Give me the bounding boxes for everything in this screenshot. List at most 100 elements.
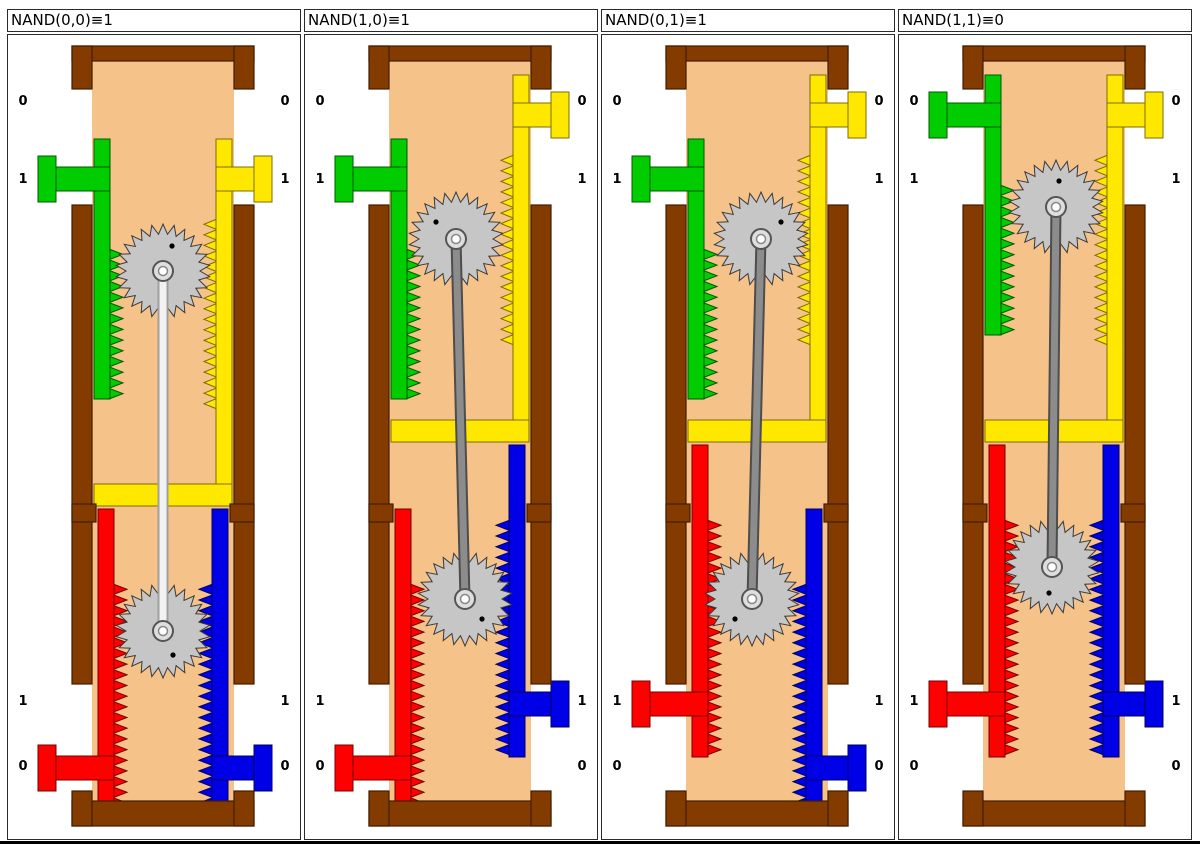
frame-left-wall-top	[962, 45, 984, 90]
position-label-right-top-1: 1	[577, 172, 586, 187]
mechanism-diagram: 0 1 1 0 0 1 1 0	[7, 34, 301, 840]
frame-right-stub	[526, 503, 552, 523]
position-label-left-bottom-0: 0	[909, 759, 918, 774]
green-handle-cap	[334, 155, 354, 203]
frame-left-wall-mid	[368, 204, 390, 685]
frame	[962, 45, 1146, 827]
position-label-left-bottom-0: 0	[612, 759, 621, 774]
position-label-right-top-1: 1	[280, 172, 289, 187]
blue-rack-teeth	[1088, 519, 1106, 756]
green-handle-cap	[37, 155, 57, 203]
mechanism-svg: 0 1 1 0 0 1 1 0	[909, 45, 1181, 827]
green-handle-cap	[928, 91, 948, 139]
green-rack-bar	[984, 74, 1002, 336]
frame-right-wall-top	[827, 45, 849, 90]
top-gear-axle	[755, 233, 767, 245]
frame-right-wall-mid	[233, 204, 255, 685]
frame-top-bar	[665, 45, 849, 62]
green-rack	[334, 138, 422, 400]
frame-left-wall-mid	[71, 204, 93, 685]
position-label-right-bottom-0: 0	[577, 759, 586, 774]
frame-left-wall-top	[665, 45, 687, 90]
position-label-right-top-1: 1	[1171, 172, 1180, 187]
position-label-right-top-1: 1	[874, 172, 883, 187]
top-gear-axle	[157, 265, 169, 277]
green-rack-teeth	[404, 248, 422, 400]
bottom-gear-marker-dot	[170, 652, 176, 658]
yellow-rack-teeth	[796, 154, 813, 346]
position-label-left-top-0: 0	[612, 94, 621, 109]
frame-right-wall-mid	[530, 204, 552, 685]
frame-top-bar	[368, 45, 552, 62]
position-label-left-bottom-0: 0	[315, 759, 324, 774]
frame-left-wall-mid	[962, 204, 984, 685]
bottom-gear-axle	[459, 593, 471, 605]
position-label-right-top-0: 0	[1171, 94, 1180, 109]
position-label-left-bottom-1: 1	[909, 694, 918, 709]
yellow-handle-cap	[1144, 91, 1164, 139]
mechanism-svg: 0 1 1 0 0 1 1 0	[612, 45, 884, 827]
nand-panel-2: NAND(1,0)≡1 0 1 1 0 0 1 1 0	[304, 9, 598, 840]
top-gear-marker-dot	[1056, 178, 1062, 184]
yellow-rack-bar	[809, 74, 827, 443]
panel-title: NAND(1,1)≡0	[898, 9, 1192, 32]
red-handle-cap	[631, 680, 651, 728]
position-label-right-bottom-0: 0	[874, 759, 883, 774]
position-label-right-bottom-1: 1	[874, 694, 883, 709]
red-rack-bar	[988, 444, 1006, 758]
frame-left-wall-top	[71, 45, 93, 90]
mechanism-svg: 0 1 1 0 0 1 1 0	[315, 45, 587, 827]
yellow-rack	[390, 74, 570, 443]
blue-rack	[791, 508, 867, 822]
frame-bottom-bar	[665, 800, 849, 827]
panel-title: NAND(1,0)≡1	[304, 9, 598, 32]
gear-link	[1048, 203, 1060, 571]
position-label-left-top-1: 1	[909, 172, 918, 187]
frame	[665, 45, 849, 827]
mechanism-diagram: 0 1 1 0 0 1 1 0	[601, 34, 895, 840]
frame-left-wall-bottom	[71, 790, 93, 827]
position-label-right-top-0: 0	[577, 94, 586, 109]
position-label-left-top-1: 1	[315, 172, 324, 187]
frame-right-stub	[229, 503, 255, 523]
bottom-gear-marker-dot	[1046, 590, 1052, 596]
frame-left-wall-mid	[665, 204, 687, 685]
position-label-right-top-0: 0	[874, 94, 883, 109]
frame	[71, 45, 255, 827]
green-rack-bar	[390, 138, 408, 400]
bottom-gear-axle	[157, 625, 169, 637]
nand-panel-4: NAND(1,1)≡0 0 1 1 0 0 1 1 0	[898, 9, 1192, 840]
frame-top-bar	[962, 45, 1146, 62]
blue-handle-cap	[847, 744, 867, 792]
mechanism-svg: 0 1 1 0 0 1 1 0	[18, 45, 290, 827]
bottom-gear-marker-dot	[479, 616, 485, 622]
green-rack	[37, 138, 125, 400]
position-label-right-top-0: 0	[280, 94, 289, 109]
nand-panel-3: NAND(0,1)≡1 0 1 1 0 0 1 1 0	[601, 9, 895, 840]
position-label-left-top-0: 0	[18, 94, 27, 109]
yellow-handle-cap	[847, 91, 867, 139]
panel-title: NAND(0,1)≡1	[601, 9, 895, 32]
position-label-right-bottom-0: 0	[280, 759, 289, 774]
frame-right-wall-bottom	[827, 790, 849, 827]
frame-right-wall-top	[1124, 45, 1146, 90]
green-rack-bar	[687, 138, 705, 400]
position-label-right-bottom-0: 0	[1171, 759, 1180, 774]
blue-rack-bar	[508, 444, 526, 758]
frame-left-stub	[71, 503, 97, 523]
red-handle-cap	[37, 744, 57, 792]
position-label-left-top-1: 1	[612, 172, 621, 187]
position-label-right-bottom-1: 1	[577, 694, 586, 709]
blue-rack-teeth	[791, 583, 809, 820]
nand-panel-1: NAND(0,0)≡1 0 1 1 0 0 1 1 0	[7, 9, 301, 840]
frame-left-stub	[962, 503, 988, 523]
frame-right-wall-bottom	[1124, 790, 1146, 827]
top-gear-axle	[450, 233, 462, 245]
blue-rack	[1088, 444, 1164, 758]
frame-left-wall-top	[368, 45, 390, 90]
yellow-handle-cap	[253, 155, 273, 203]
blue-rack	[494, 444, 570, 758]
mechanism-diagram: 0 1 1 0 0 1 1 0	[898, 34, 1192, 840]
frame-left-stub	[368, 503, 394, 523]
blue-rack	[197, 508, 273, 822]
